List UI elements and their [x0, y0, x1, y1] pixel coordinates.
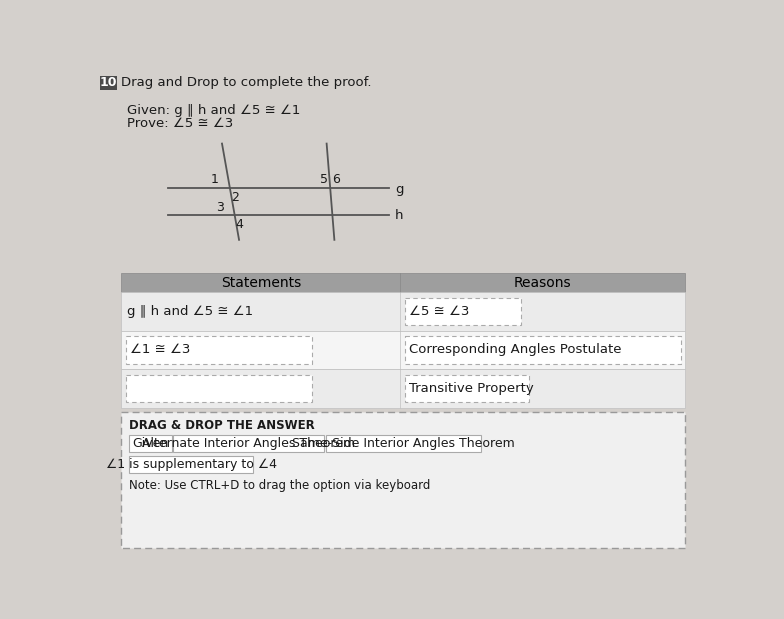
Bar [326, 435, 481, 452]
Bar [122, 331, 685, 369]
Text: ∠1 ≅ ∠3: ∠1 ≅ ∠3 [130, 344, 191, 357]
Text: Prove: ∠5 ≅ ∠3: Prove: ∠5 ≅ ∠3 [128, 118, 234, 131]
Text: 5: 5 [320, 173, 328, 186]
Bar [122, 273, 685, 292]
Text: Transitive Property: Transitive Property [408, 382, 534, 395]
Text: DRAG & DROP THE ANSWER: DRAG & DROP THE ANSWER [129, 419, 314, 432]
Bar [126, 336, 312, 364]
FancyBboxPatch shape [100, 76, 117, 90]
Text: 10: 10 [100, 76, 117, 89]
Bar [122, 369, 685, 408]
Text: Reasons: Reasons [514, 275, 572, 290]
Text: Statements: Statements [220, 275, 301, 290]
Text: 4: 4 [235, 217, 243, 230]
Text: 6: 6 [332, 173, 339, 186]
Bar [405, 298, 521, 326]
Text: 1: 1 [210, 173, 218, 186]
Text: g ∥ h and ∠5 ≅ ∠1: g ∥ h and ∠5 ≅ ∠1 [128, 305, 253, 318]
Text: Corresponding Angles Postulate: Corresponding Angles Postulate [408, 344, 621, 357]
Text: Given: g ∥ h and ∠5 ≅ ∠1: Given: g ∥ h and ∠5 ≅ ∠1 [128, 103, 301, 116]
Text: Given: Given [132, 436, 169, 449]
Text: ∠5 ≅ ∠3: ∠5 ≅ ∠3 [408, 305, 469, 318]
Text: Note: Use CTRL+D to drag the option via keyboard: Note: Use CTRL+D to drag the option via … [129, 479, 430, 492]
Text: 2: 2 [230, 191, 238, 204]
Bar [126, 374, 312, 402]
Text: h: h [395, 209, 403, 222]
Text: 3: 3 [216, 201, 224, 214]
Text: Alternate Interior Angles Theorem: Alternate Interior Angles Theorem [142, 436, 355, 449]
Bar [129, 435, 172, 452]
Text: g: g [395, 183, 403, 196]
Text: ∠1 is supplementary to ∠4: ∠1 is supplementary to ∠4 [106, 458, 277, 471]
Bar [122, 412, 685, 548]
Text: Drag and Drop to complete the proof.: Drag and Drop to complete the proof. [122, 76, 372, 89]
Bar [129, 456, 253, 473]
Bar [405, 374, 529, 402]
Text: Same-Side Interior Angles Theorem: Same-Side Interior Angles Theorem [292, 436, 515, 449]
Bar [122, 292, 685, 331]
Bar [405, 336, 681, 364]
Bar [173, 435, 325, 452]
